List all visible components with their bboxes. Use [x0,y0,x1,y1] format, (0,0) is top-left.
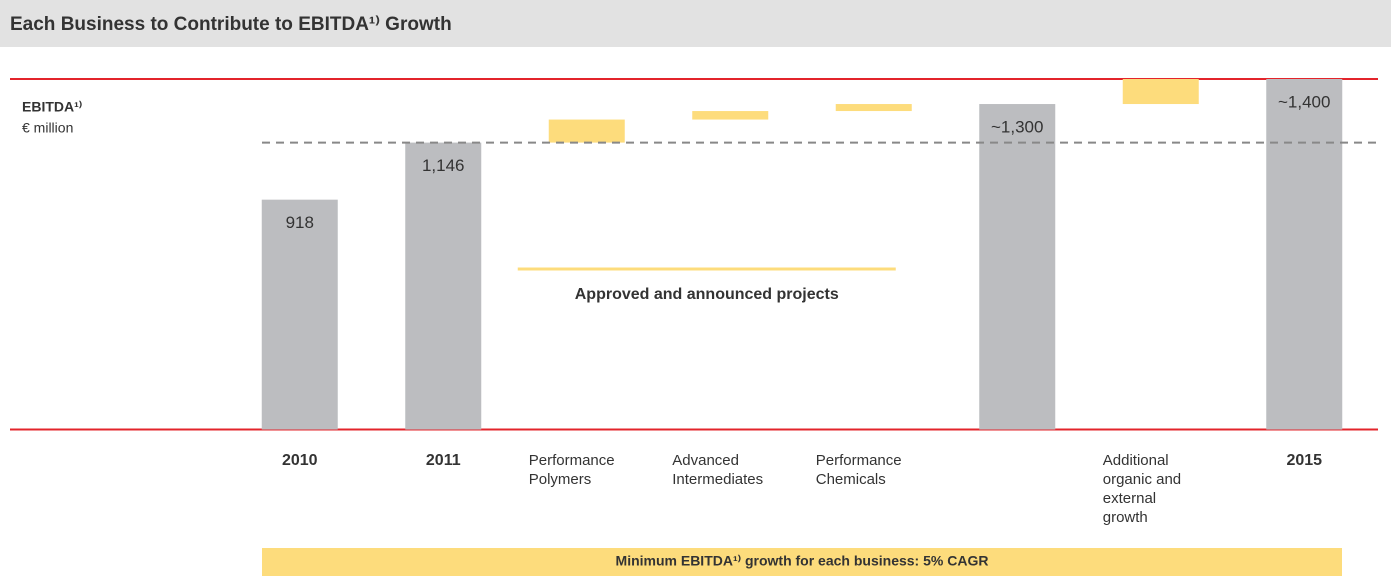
y-axis-label: EBITDA¹⁾ [22,99,82,115]
total-bar [979,104,1056,430]
value-label: ~1,300 [991,118,1043,137]
increment-bar [1122,79,1199,105]
total-bar [261,199,338,430]
footer-text: Minimum EBITDA¹⁾ growth for each busines… [616,553,989,569]
increment-bar [835,104,912,112]
total-bar [1266,79,1343,430]
x-tick-label: 2011 [425,452,461,469]
x-tick-label: 2010 [281,452,318,469]
x-tick-label: Advanced Intermediates [672,452,764,488]
total-bar [405,142,482,430]
increment-bar [692,111,769,120]
x-tick-label: 2015 [1286,452,1323,469]
x-tick-label: Performance Chemicals [815,452,902,488]
annotation-text: Approved and announced projects [575,286,839,303]
increment-bar [548,119,625,143]
header-band [0,0,1391,47]
y-axis-unit: € million [22,120,73,136]
x-tick-label: Additional organic and external growth [1102,452,1182,526]
chart-title: Each Business to Contribute to EBITDA¹⁾ … [10,14,452,35]
value-label: 918 [286,213,314,232]
x-tick-label: Performance Polymers [528,452,615,488]
value-label: 1,146 [422,156,465,175]
footer-band [262,548,1342,576]
value-label: ~1,400 [1278,92,1330,111]
